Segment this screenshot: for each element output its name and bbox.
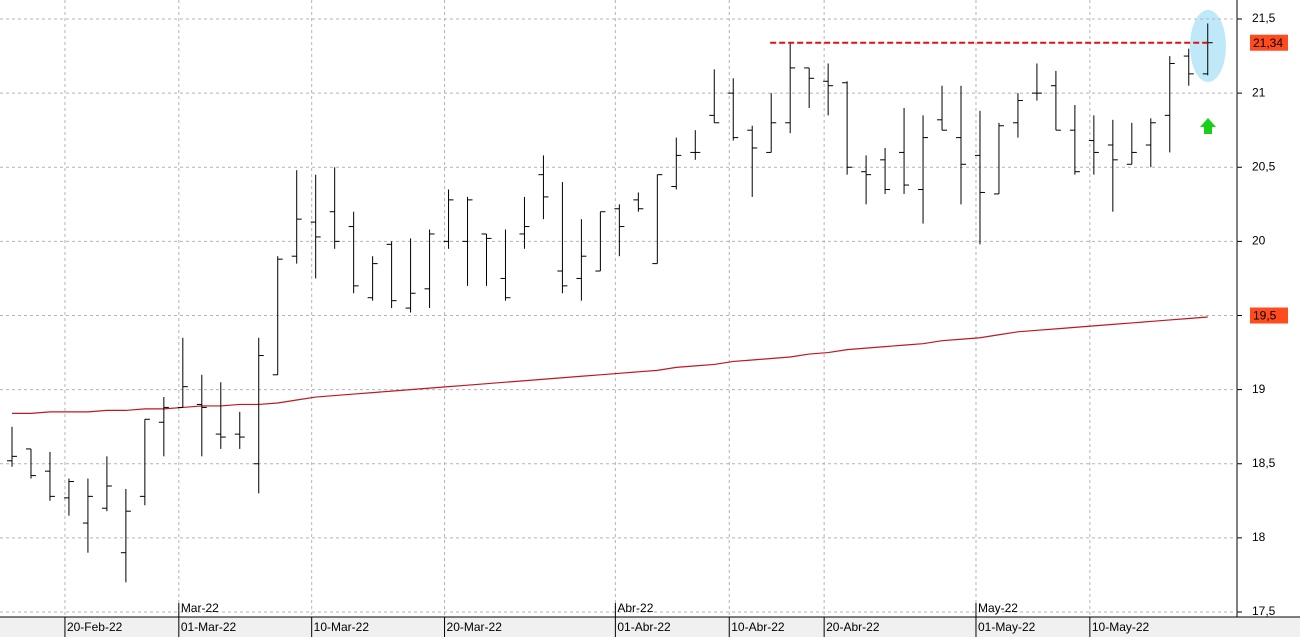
x-tick-label: 01-May-22 [978,620,1036,634]
month-label: Mar-22 [181,601,219,615]
x-axis-strip [0,617,1300,637]
x-tick-label: 10-Mar-22 [314,620,370,634]
x-tick-label: 20-Feb-22 [67,620,123,634]
y-tick-label: 19 [1252,382,1266,396]
up-arrow [1200,118,1216,134]
x-tick-label: 20-Mar-22 [447,620,503,634]
y-tick-label: 21,5 [1252,11,1276,25]
x-tick-label: 10-Abr-22 [731,620,785,634]
y-tick-label: 20,5 [1252,159,1276,173]
price-label: 19,5 [1253,309,1277,323]
y-tick-label: 21 [1252,85,1266,99]
price-label: 21,34 [1253,36,1283,50]
month-label: Abr-22 [617,601,653,615]
moving-average [12,316,1208,414]
x-tick-label: 10-May-22 [1092,620,1150,634]
x-tick-label: 01-Mar-22 [181,620,237,634]
y-tick-label: 17,5 [1252,604,1276,618]
price-box [1250,307,1288,324]
price-box [1250,34,1288,51]
y-tick-label: 18,5 [1252,456,1276,470]
x-tick-label: 20-Abr-22 [826,620,880,634]
y-tick-label: 20 [1252,234,1266,248]
x-tick-label: 01-Abr-22 [617,620,671,634]
month-label: May-22 [978,601,1018,615]
y-tick-label: 18 [1252,530,1266,544]
